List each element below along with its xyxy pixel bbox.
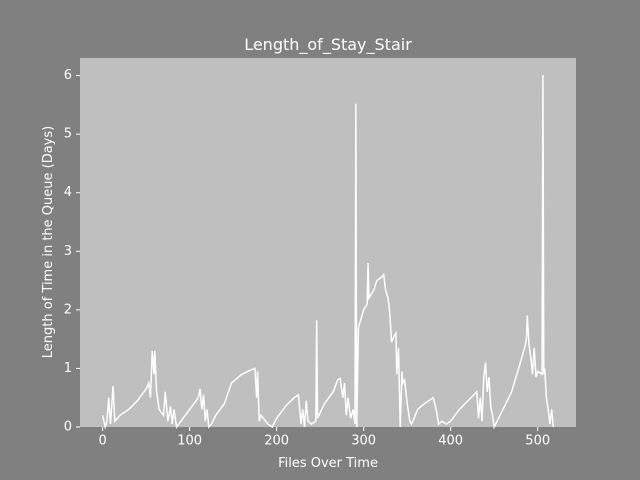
y-axis-label: Length of Time in the Queue (Days) [41, 126, 56, 358]
y-tick-label: 2 [64, 302, 72, 317]
x-tick-label: 300 [351, 434, 376, 449]
x-tick-label: 400 [438, 434, 463, 449]
x-tick-label: 500 [525, 434, 550, 449]
x-axis-label: Files Over Time [278, 456, 378, 471]
x-tick-label: 100 [177, 434, 202, 449]
x-tick-label: 0 [98, 434, 106, 449]
y-tick-label: 3 [64, 244, 72, 259]
y-tick-label: 1 [64, 361, 72, 376]
plot-area [80, 58, 576, 427]
y-tick-label: 5 [64, 127, 72, 142]
chart-title: Length_of_Stay_Stair [244, 35, 412, 55]
x-tick-label: 200 [264, 434, 289, 449]
y-tick-label: 0 [64, 420, 72, 435]
y-tick-label: 4 [64, 185, 72, 200]
y-tick-label: 6 [64, 68, 72, 83]
line [101, 74, 555, 430]
